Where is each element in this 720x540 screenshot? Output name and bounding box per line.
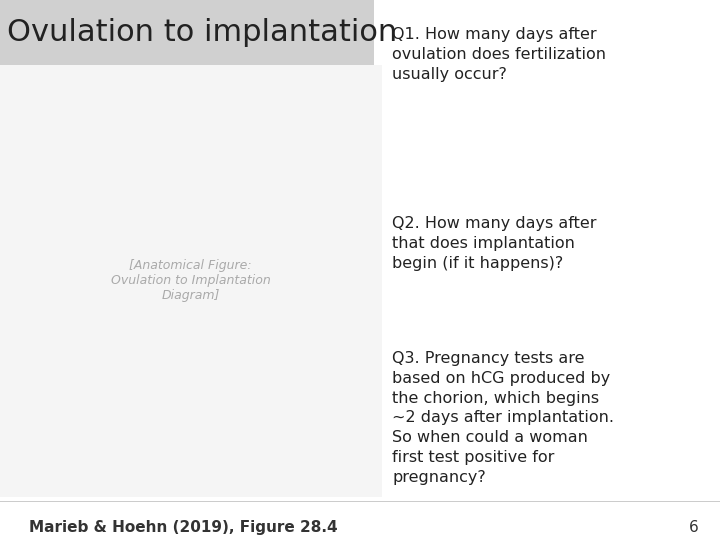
Text: Q3. Pregnancy tests are
based on hCG produced by
the chorion, which begins
~2 da: Q3. Pregnancy tests are based on hCG pro… bbox=[392, 351, 614, 485]
Text: [Anatomical Figure:
Ovulation to Implantation
Diagram]: [Anatomical Figure: Ovulation to Implant… bbox=[111, 259, 271, 302]
Text: 6: 6 bbox=[688, 519, 698, 535]
FancyBboxPatch shape bbox=[0, 65, 382, 497]
Text: Ovulation to implantation: Ovulation to implantation bbox=[7, 18, 397, 47]
FancyBboxPatch shape bbox=[0, 0, 374, 65]
FancyBboxPatch shape bbox=[0, 501, 720, 502]
Text: Marieb & Hoehn (2019), Figure 28.4: Marieb & Hoehn (2019), Figure 28.4 bbox=[29, 519, 338, 535]
Text: Q1. How many days after
ovulation does fertilization
usually occur?: Q1. How many days after ovulation does f… bbox=[392, 27, 606, 82]
Text: Q2. How many days after
that does implantation
begin (if it happens)?: Q2. How many days after that does implan… bbox=[392, 216, 597, 271]
